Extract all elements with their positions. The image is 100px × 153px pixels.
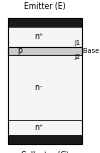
Text: n⁻: n⁻ xyxy=(35,83,43,92)
Text: n⁺: n⁺ xyxy=(34,32,44,41)
Bar xyxy=(8,18,82,144)
Bar xyxy=(8,120,82,135)
Bar xyxy=(8,47,82,54)
Text: p: p xyxy=(18,46,22,55)
Text: Emitter (E): Emitter (E) xyxy=(24,2,66,11)
Bar xyxy=(8,135,82,144)
Text: Base (B): Base (B) xyxy=(83,48,100,54)
Text: J1: J1 xyxy=(74,40,80,46)
Bar xyxy=(8,18,82,27)
Bar xyxy=(8,27,82,47)
Text: J2: J2 xyxy=(74,54,80,60)
Text: Collector (C): Collector (C) xyxy=(21,151,69,153)
Bar xyxy=(8,54,82,120)
Text: n⁺: n⁺ xyxy=(34,123,44,132)
